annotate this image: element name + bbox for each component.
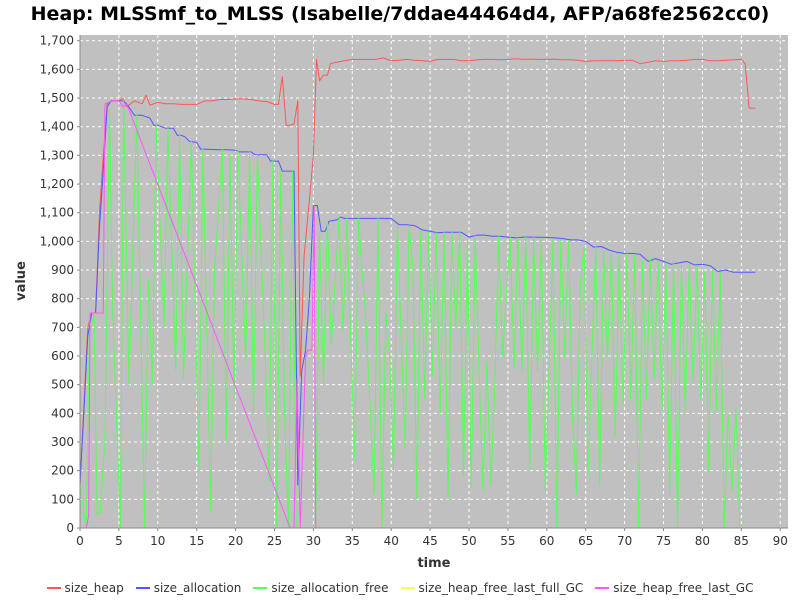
legend-item-size-allocation-free: size_allocation_free (253, 581, 389, 595)
y-tick-label: 1,300 (40, 148, 74, 162)
x-tick-label: 40 (384, 534, 399, 548)
y-tick-label: 1,700 (40, 34, 74, 48)
x-tick-label: 75 (656, 534, 671, 548)
x-tick-label: 60 (539, 534, 554, 548)
y-tick-label: 1,600 (40, 62, 74, 76)
y-tick-label: 1,100 (40, 206, 74, 220)
legend-item-size-allocation: size_allocation (135, 581, 242, 595)
series-line-size-allocation (79, 100, 756, 486)
y-tick-label: 500 (51, 378, 74, 392)
legend-swatch (400, 587, 415, 589)
y-tick-label: 600 (51, 349, 74, 363)
x-tick-label: 15 (189, 534, 204, 548)
y-tick-label: 900 (51, 263, 74, 277)
x-axis-label: time (417, 556, 450, 571)
legend-label: size_heap_free_last_full_GC (418, 581, 584, 595)
x-tick-label: 5 (115, 534, 123, 548)
x-tick-label: 85 (734, 534, 749, 548)
legend-item-size-heap-free-last-GC: size_heap_free_last_GC (595, 581, 753, 595)
x-tick-label: 20 (228, 534, 243, 548)
y-tick-label: 800 (51, 292, 74, 306)
x-tick-label: 90 (773, 534, 788, 548)
series-line-size-allocation-free (79, 100, 744, 529)
axes: 0 5 10 15 20 25 30 35 40 45 50 55 60 65 70 75 80 85 900100… (40, 34, 788, 548)
series-line-size-heap-free-last-GC (85, 100, 317, 529)
x-tick-label: 80 (695, 534, 710, 548)
y-tick-label: 100 (51, 492, 74, 506)
y-tick-label: 1,200 (40, 177, 74, 191)
x-tick-label: 35 (345, 534, 360, 548)
legend-swatch (135, 587, 150, 589)
x-tick-label: 70 (617, 534, 632, 548)
legend-label: size_heap (64, 581, 124, 595)
x-tick-label: 30 (306, 534, 321, 548)
x-tick-label: 0 (76, 534, 84, 548)
y-tick-label: 200 (51, 464, 74, 478)
legend: size_heap size_allocation size_allocation_… (0, 578, 800, 598)
y-tick-label: 1,000 (40, 234, 74, 248)
x-tick-label: 25 (267, 534, 282, 548)
y-tick-label: 400 (51, 406, 74, 420)
y-tick-label: 0 (66, 521, 74, 535)
y-tick-label: 300 (51, 435, 74, 449)
x-tick-label: 50 (461, 534, 476, 548)
series-line-size-heap (79, 57, 756, 486)
legend-label: size_allocation_free (271, 581, 389, 595)
legend-swatch (46, 587, 61, 589)
legend-label: size_heap_free_last_GC (613, 581, 754, 595)
chart-title: Heap: MLSSmf_to_MLSS (Isabelle/7ddae4446… (30, 3, 770, 25)
y-tick-label: 1,500 (40, 91, 74, 105)
y-tick-label: 1,400 (40, 120, 74, 134)
x-tick-label: 45 (422, 534, 437, 548)
legend-label: size_allocation (153, 581, 242, 595)
legend-swatch (253, 587, 268, 589)
x-tick-label: 55 (500, 534, 515, 548)
y-tick-label: 700 (51, 320, 74, 334)
legend-item-size-heap-free-last-full-GC: size_heap_free_last_full_GC (400, 581, 584, 595)
legend-item-size-heap: size_heap (46, 581, 124, 595)
x-tick-label: 10 (150, 534, 165, 548)
y-axis-label: value (14, 261, 29, 301)
legend-swatch (595, 587, 610, 589)
x-tick-label: 65 (578, 534, 593, 548)
